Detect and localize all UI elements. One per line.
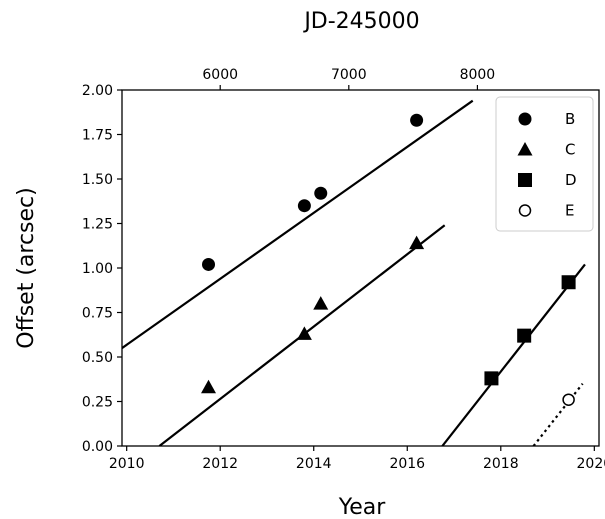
data-point-c [409,235,425,250]
y-tick-label: 0.50 [82,350,113,366]
legend-marker-e-ring [518,204,532,217]
data-point-b [297,199,311,213]
top-tick-label: 6000 [202,67,238,83]
x-tick-label: 2010 [109,456,145,472]
x-tick-label: 2018 [483,456,519,472]
y-tick-label: 1.50 [82,172,113,188]
y-tick-label: 1.00 [82,261,113,277]
data-point-e-ring [562,393,575,406]
top-tick-label: 7000 [331,67,367,83]
plot-area: 0.00 0.25 0.50 0.75 1.00 1.25 1.50 1.75 2.00 2010… [82,67,605,472]
legend-label-c: C [565,141,575,159]
y-axis-title: Offset (arcsec) [14,187,39,349]
fit-line-d [441,263,586,446]
legend-box [495,96,594,232]
top-tick-label: 8000 [460,67,496,83]
y-tick-label: 0.75 [82,306,113,322]
y-tick-label: 0.00 [82,439,113,455]
x-axis-title: Year [338,495,387,519]
legend-marker-d [518,173,532,187]
legend-label-d: D [565,171,577,189]
x-tick-label: 2016 [389,456,425,472]
data-point-b [410,113,424,127]
legend-marker-e [518,204,532,217]
data-point-b [202,257,216,271]
data-point-d [517,328,532,343]
x-tick-label: 2012 [202,456,238,472]
y-tick-label: 1.25 [82,217,113,233]
x-tick-label: 2014 [296,456,332,472]
legend-label-e: E [565,202,574,220]
data-point-e [562,393,575,406]
fit-line-b [122,99,474,349]
legend-marker-c [517,142,533,156]
data-point-c [296,326,312,340]
legend-marker-b [518,112,532,126]
legend-label-b: B [565,110,575,128]
top-axis-title: JD-245000 [302,9,419,34]
y-tick-label: 0.25 [82,395,113,411]
data-point-c [313,296,329,310]
data-point-d [561,275,576,290]
data-point-b [314,186,328,200]
x-tick-label: 2020 [577,456,605,472]
data-point-c [201,379,217,394]
y-tick-label: 2.00 [82,83,113,99]
data-point-d [484,371,499,386]
y-tick-label: 1.75 [82,128,113,144]
fit-line-e [532,383,584,446]
